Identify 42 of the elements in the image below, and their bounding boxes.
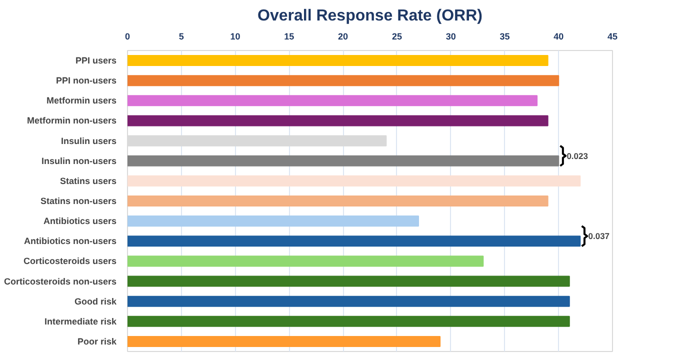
x-tick-label: 15	[284, 32, 294, 42]
x-tick-label: 0	[124, 32, 130, 42]
y-tick-label: Poor risk	[77, 336, 118, 346]
y-tick-label: Good risk	[74, 296, 118, 306]
bar	[128, 75, 560, 86]
bar	[128, 216, 419, 227]
x-tick-label: 30	[446, 32, 456, 42]
y-tick-label: Metformin non-users	[26, 116, 117, 126]
bar	[128, 316, 570, 327]
bar	[128, 195, 548, 207]
y-tick-label: PPI non-users	[56, 76, 117, 86]
annotation: 0.037	[588, 231, 610, 242]
x-tick-label: 45	[607, 32, 618, 42]
x-tick-label: 5	[178, 32, 184, 42]
y-tick-label: Antibiotics non-users	[24, 236, 117, 246]
bar	[128, 175, 581, 186]
y-tick-label: Metformin users	[46, 96, 116, 106]
y-tick-label: Statins non-users	[40, 196, 117, 206]
y-tick-label: PPI users	[75, 56, 117, 66]
bar	[128, 115, 548, 126]
bar	[128, 336, 441, 347]
y-tick-label: Antibiotics users	[43, 216, 116, 226]
y-tick-label: Corticosteroids users	[23, 256, 117, 266]
bar	[128, 55, 548, 66]
bar	[128, 256, 484, 267]
bar	[128, 155, 560, 166]
y-tick-label: Intermediate risk	[44, 316, 118, 326]
x-tick-label: 35	[500, 32, 510, 42]
y-tick-label: Insulin users	[60, 136, 117, 146]
y-tick-label: Statins users	[60, 176, 117, 186]
x-tick-label: 40	[554, 32, 564, 42]
bar	[128, 296, 570, 307]
x-tick-label: 10	[230, 32, 240, 42]
x-tick-label: 25	[392, 32, 402, 42]
y-tick-label: Insulin non-users	[41, 156, 117, 166]
bar	[128, 276, 570, 287]
annotation: 0.023	[566, 150, 588, 161]
bar	[128, 95, 538, 106]
bar	[128, 236, 581, 247]
x-tick-label: 20	[338, 32, 348, 42]
chart-title: Overall Response Rate (ORR)	[258, 8, 482, 24]
y-tick-label: Corticosteroids non-users	[4, 276, 117, 286]
